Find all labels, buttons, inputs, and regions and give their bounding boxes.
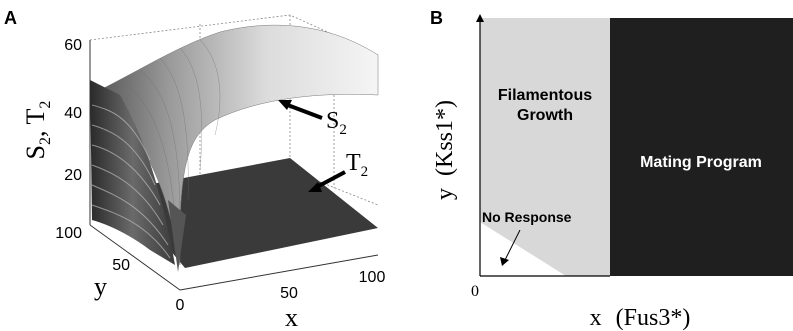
z-ticks: 60 40 20 bbox=[64, 37, 82, 184]
no-response-arrowhead bbox=[500, 257, 509, 266]
z-tick-label: 60 bbox=[64, 37, 82, 54]
x-tick-label: 100 bbox=[359, 269, 386, 286]
x-tick-label: 50 bbox=[280, 285, 298, 302]
x-ticks: 50 100 bbox=[280, 269, 385, 302]
filamentous-region bbox=[480, 18, 610, 276]
filamentous-label-line2: Growth bbox=[517, 107, 573, 124]
svg-text:y(Kss1*): y(Kss1*) bbox=[432, 100, 458, 200]
s2-mesh bbox=[119, 39, 221, 231]
x-axis-label-b: x (Fus3*) bbox=[590, 305, 691, 331]
t2-arrowhead bbox=[308, 182, 322, 192]
origin-label: 0 bbox=[471, 283, 479, 300]
left-wall-stripes bbox=[91, 104, 171, 259]
z-tick-label: 40 bbox=[64, 105, 82, 122]
y-axis-label: y bbox=[94, 272, 107, 301]
panel-a: A bbox=[4, 8, 385, 331]
x-axis-line bbox=[179, 254, 379, 291]
left-wall-surface bbox=[90, 80, 175, 265]
y-tick-label: 50 bbox=[112, 257, 130, 274]
z-axis-label: S2, T2 bbox=[21, 101, 54, 160]
svg-text:S2, T2: S2, T2 bbox=[21, 101, 54, 160]
y-tick-label: 0 bbox=[176, 297, 185, 314]
y-axis-arrowhead bbox=[476, 14, 484, 22]
t2-surface bbox=[120, 158, 378, 268]
x-axis-label: x bbox=[285, 303, 298, 331]
t2-arrow bbox=[314, 170, 346, 190]
z-tick-label: 20 bbox=[64, 167, 82, 184]
panel-b: B Filamentous Growth Mating Program No R… bbox=[430, 8, 793, 331]
no-response-label: No Response bbox=[482, 209, 572, 225]
filamentous-label-line1: Filamentous bbox=[498, 87, 592, 104]
y-axis-label-b: y(Kss1*) bbox=[432, 100, 458, 200]
surface-spike bbox=[168, 200, 186, 272]
s2-arrow bbox=[284, 102, 323, 120]
no-response-arrow bbox=[504, 229, 521, 261]
y-ticks: 100 50 0 bbox=[55, 225, 184, 314]
mating-label: Mating Program bbox=[640, 154, 762, 171]
panel-a-letter: A bbox=[4, 8, 17, 28]
y-axis-line bbox=[89, 224, 181, 291]
panel-b-letter: B bbox=[430, 8, 443, 28]
y-tick-label: 100 bbox=[55, 225, 82, 242]
s2-arrowhead bbox=[278, 100, 292, 110]
s2-label: S2 bbox=[326, 108, 347, 138]
mating-region bbox=[610, 18, 793, 276]
t2-label: T2 bbox=[346, 150, 368, 180]
